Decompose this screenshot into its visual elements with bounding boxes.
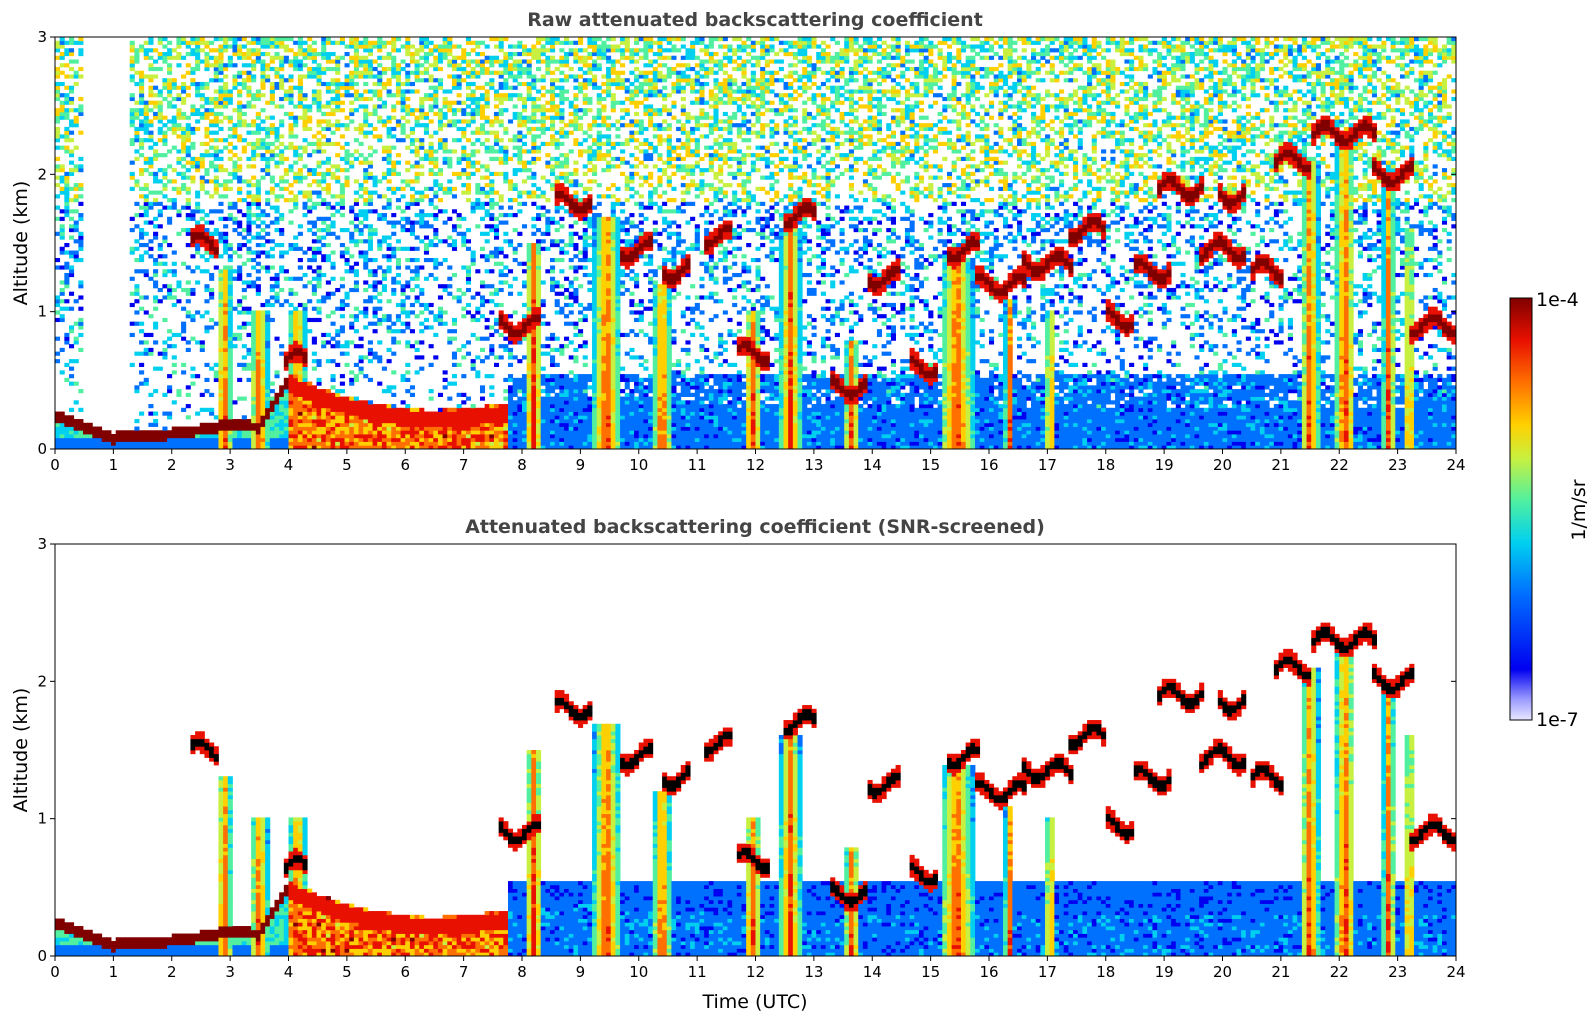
x-tick-label: 20 (1213, 963, 1232, 981)
x-tick-label: 11 (688, 456, 707, 474)
x-tick-label: 16 (979, 456, 998, 474)
panel-raw-title: Raw attenuated backscattering coefficien… (527, 9, 983, 31)
y-tick-label: 1 (37, 810, 47, 828)
panel-raw-ylabel: Altitude (km) (10, 181, 32, 306)
x-tick-label: 18 (1096, 456, 1115, 474)
panel-screened-heatmap (55, 622, 1456, 956)
x-tick-label: 8 (517, 963, 527, 981)
x-tick-label: 9 (576, 456, 586, 474)
colorbar: 1e-4 1e-7 1/m/sr (1509, 289, 1590, 731)
x-tick-label: 20 (1213, 456, 1232, 474)
x-tick-label: 24 (1446, 456, 1465, 474)
x-tick-label: 5 (342, 963, 352, 981)
x-tick-label: 19 (1155, 963, 1174, 981)
x-tick-label: 11 (688, 963, 707, 981)
x-tick-label: 6 (400, 963, 410, 981)
x-tick-label: 4 (284, 963, 294, 981)
x-tick-label: 17 (1038, 456, 1057, 474)
y-tick-label: 0 (37, 947, 47, 965)
y-tick-label: 3 (37, 28, 47, 46)
x-tick-label: 9 (576, 963, 586, 981)
x-tick-label: 23 (1388, 456, 1407, 474)
x-tick-label: 1 (109, 963, 119, 981)
x-tick-label: 17 (1038, 963, 1057, 981)
x-tick-label: 22 (1330, 456, 1349, 474)
x-tick-label: 2 (167, 456, 177, 474)
panel-screened-xlabel: Time (UTC) (701, 991, 807, 1013)
x-tick-label: 13 (804, 456, 823, 474)
x-tick-label: 23 (1388, 963, 1407, 981)
x-tick-label: 1 (109, 456, 119, 474)
panel-raw: Raw attenuated backscattering coefficien… (10, 9, 1466, 474)
y-tick-label: 2 (37, 165, 47, 183)
x-tick-label: 15 (921, 963, 940, 981)
panel-screened-ticks: 0 1 2 3 4 5 6 7 8 9 10 11 12 13 14 15 16 17 18 19 20 21 22 23 24… (37, 535, 1465, 981)
x-tick-label: 22 (1330, 963, 1349, 981)
x-tick-label: 2 (167, 963, 177, 981)
x-tick-label: 21 (1271, 963, 1290, 981)
panel-raw-ticks: 0 1 2 3 4 5 6 7 8 9 10 11 12 13 14 15 16 17 18 19 20 21 22 23 24… (37, 28, 1465, 474)
panel-screened-title: Attenuated backscattering coefficient (S… (465, 516, 1045, 538)
x-tick-label: 12 (746, 456, 765, 474)
y-tick-label: 1 (37, 303, 47, 321)
panel-screened: Attenuated backscattering coefficient (S… (10, 516, 1466, 1013)
x-tick-label: 8 (517, 456, 527, 474)
y-tick-label: 3 (37, 535, 47, 553)
x-tick-label: 13 (804, 963, 823, 981)
y-tick-label: 0 (37, 440, 47, 458)
x-tick-label: 7 (459, 456, 469, 474)
x-tick-label: 19 (1155, 456, 1174, 474)
colorbar-max-label: 1e-4 (1536, 289, 1579, 311)
x-tick-label: 21 (1271, 456, 1290, 474)
y-tick-label: 2 (37, 672, 47, 690)
x-tick-label: 10 (629, 963, 648, 981)
x-tick-label: 7 (459, 963, 469, 981)
x-tick-label: 14 (863, 963, 882, 981)
x-tick-label: 14 (863, 456, 882, 474)
x-tick-label: 24 (1446, 963, 1465, 981)
x-tick-label: 3 (225, 963, 235, 981)
x-tick-label: 12 (746, 963, 765, 981)
colorbar-gradient (1509, 297, 1533, 721)
x-tick-label: 0 (50, 963, 60, 981)
colorbar-min-label: 1e-7 (1536, 709, 1579, 731)
x-tick-label: 6 (400, 456, 410, 474)
panel-screened-ylabel: Altitude (km) (10, 688, 32, 813)
x-tick-label: 5 (342, 456, 352, 474)
x-tick-label: 0 (50, 456, 60, 474)
colorbar-unit-label: 1/m/sr (1568, 479, 1590, 540)
x-tick-label: 4 (284, 456, 294, 474)
panel-raw-heatmap (55, 37, 1456, 449)
x-tick-label: 16 (979, 963, 998, 981)
x-tick-label: 3 (225, 456, 235, 474)
x-tick-label: 15 (921, 456, 940, 474)
x-tick-label: 10 (629, 456, 648, 474)
x-tick-label: 18 (1096, 963, 1115, 981)
